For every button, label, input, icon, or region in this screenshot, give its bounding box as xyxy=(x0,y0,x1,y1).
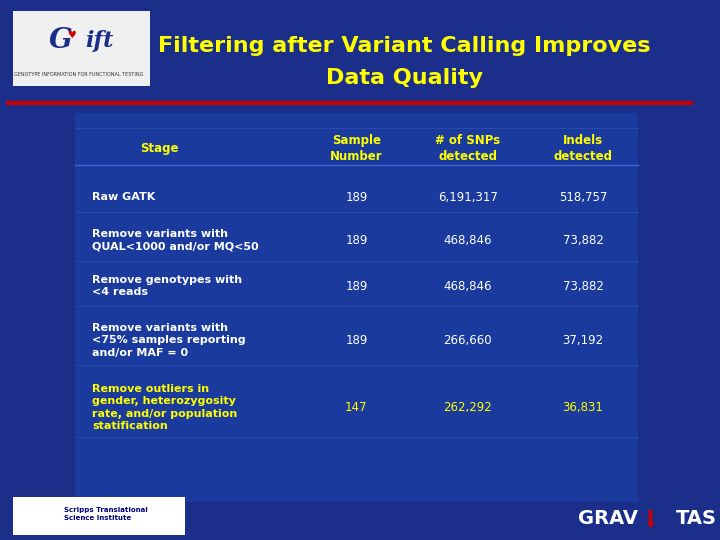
Text: I: I xyxy=(646,509,653,528)
Text: 36,831: 36,831 xyxy=(562,401,603,414)
Text: Remove genotypes with
<4 reads: Remove genotypes with <4 reads xyxy=(92,275,242,298)
Text: Indels
detected: Indels detected xyxy=(554,134,613,163)
Text: GRAV: GRAV xyxy=(578,509,638,528)
FancyBboxPatch shape xyxy=(75,113,638,502)
Text: GENOTYPE INFORMATION FOR FUNCTIONAL TESTING: GENOTYPE INFORMATION FOR FUNCTIONAL TEST… xyxy=(14,72,143,77)
Text: 147: 147 xyxy=(345,401,368,414)
Text: 468,846: 468,846 xyxy=(444,234,492,247)
Text: 518,757: 518,757 xyxy=(559,191,607,204)
Text: Remove variants with
<75% samples reporting
and/or MAF = 0: Remove variants with <75% samples report… xyxy=(92,323,246,357)
FancyBboxPatch shape xyxy=(13,11,150,86)
FancyBboxPatch shape xyxy=(6,0,693,97)
Text: Raw GATK: Raw GATK xyxy=(92,192,156,202)
Text: 73,882: 73,882 xyxy=(562,234,603,247)
Text: Data Quality: Data Quality xyxy=(326,68,483,89)
Text: ♥: ♥ xyxy=(67,30,76,40)
Text: 468,846: 468,846 xyxy=(444,280,492,293)
Text: Remove outliers in
gender, heterozygosity
rate, and/or population
statification: Remove outliers in gender, heterozygosit… xyxy=(92,384,237,431)
Text: TAS: TAS xyxy=(676,509,717,528)
Text: 189: 189 xyxy=(345,334,368,347)
Text: G: G xyxy=(49,27,73,54)
Text: ♦: ♦ xyxy=(644,520,654,530)
Text: Sample
Number: Sample Number xyxy=(330,134,383,163)
FancyBboxPatch shape xyxy=(13,497,184,535)
Text: Filtering after Variant Calling Improves: Filtering after Variant Calling Improves xyxy=(158,36,651,56)
Text: 189: 189 xyxy=(345,280,368,293)
Text: 262,292: 262,292 xyxy=(444,401,492,414)
Text: 189: 189 xyxy=(345,234,368,247)
Text: 37,192: 37,192 xyxy=(562,334,603,347)
Text: 189: 189 xyxy=(345,191,368,204)
Text: ift: ift xyxy=(85,30,114,51)
Text: 73,882: 73,882 xyxy=(562,280,603,293)
Text: # of SNPs
detected: # of SNPs detected xyxy=(435,134,500,163)
FancyBboxPatch shape xyxy=(75,128,638,165)
Text: Scripps Translational
Science Institute: Scripps Translational Science Institute xyxy=(65,508,148,521)
Text: Remove variants with
QUAL<1000 and/or MQ<50: Remove variants with QUAL<1000 and/or MQ… xyxy=(92,229,258,252)
Text: 266,660: 266,660 xyxy=(444,334,492,347)
Text: Stage: Stage xyxy=(140,142,179,155)
Text: 6,191,317: 6,191,317 xyxy=(438,191,498,204)
